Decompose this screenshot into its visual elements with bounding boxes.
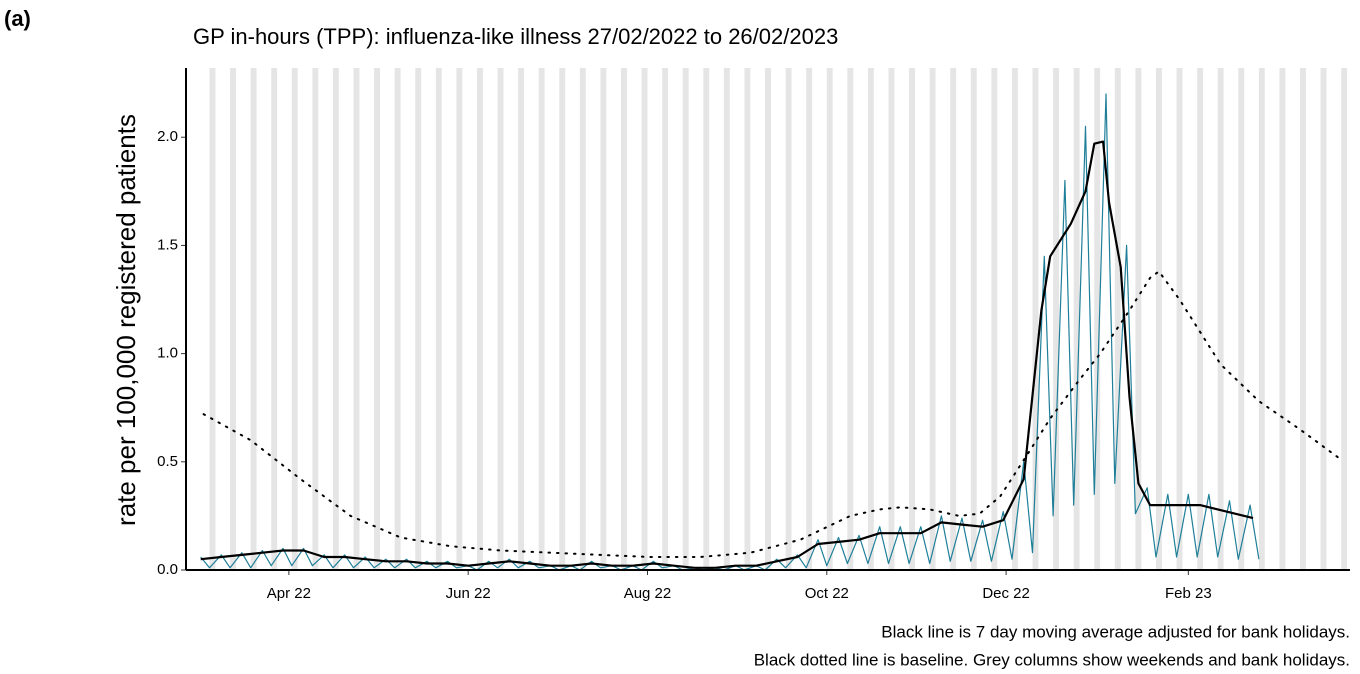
grey-column bbox=[929, 68, 936, 570]
grey-column bbox=[332, 68, 339, 570]
x-tick-label: Aug 22 bbox=[624, 585, 672, 602]
grey-column bbox=[1094, 68, 1101, 570]
grey-column bbox=[353, 68, 360, 570]
y-tick-label: 1.0 bbox=[157, 345, 178, 362]
grey-column bbox=[1176, 68, 1183, 570]
grey-column bbox=[641, 68, 648, 570]
grey-column bbox=[497, 68, 504, 570]
series-line bbox=[202, 270, 1340, 558]
grey-column bbox=[579, 68, 586, 570]
grey-column bbox=[1011, 68, 1018, 570]
grey-column bbox=[374, 68, 380, 570]
grey-column bbox=[209, 68, 216, 570]
grey-column bbox=[1156, 68, 1162, 570]
grey-column bbox=[662, 68, 669, 570]
grey-column bbox=[1032, 68, 1039, 570]
grey-column bbox=[250, 68, 257, 570]
x-tick-label: Jun 22 bbox=[446, 585, 491, 602]
grey-column bbox=[538, 68, 545, 570]
x-tick-label: Dec 22 bbox=[982, 585, 1030, 602]
grey-column bbox=[1258, 68, 1265, 570]
grey-column bbox=[1300, 68, 1306, 570]
grey-column bbox=[970, 68, 977, 570]
grey-column bbox=[559, 68, 566, 570]
grey-column bbox=[1279, 68, 1286, 570]
y-axis-label: rate per 100,000 registered patients bbox=[111, 114, 141, 526]
grey-column bbox=[1135, 68, 1142, 570]
grey-column bbox=[826, 68, 833, 570]
grey-column bbox=[1053, 68, 1059, 570]
grey-column bbox=[1114, 68, 1121, 570]
grey-column bbox=[230, 68, 236, 570]
y-tick-label: 0.5 bbox=[157, 453, 178, 470]
grey-column bbox=[1320, 68, 1327, 570]
y-tick-label: 2.0 bbox=[157, 128, 178, 145]
grey-column bbox=[312, 68, 319, 570]
grey-column bbox=[600, 68, 607, 570]
grey-column bbox=[888, 68, 895, 570]
grey-column bbox=[950, 68, 957, 570]
chart-title: GP in-hours (TPP): influenza-like illnes… bbox=[193, 24, 838, 49]
grey-column bbox=[435, 68, 442, 570]
grey-column bbox=[867, 68, 874, 570]
grey-column bbox=[1217, 68, 1224, 570]
grey-column bbox=[785, 68, 792, 570]
grey-column bbox=[847, 68, 854, 570]
grey-column bbox=[518, 68, 525, 570]
grey-column bbox=[765, 68, 771, 570]
grey-column bbox=[703, 68, 710, 570]
grey-column bbox=[1073, 68, 1080, 570]
grey-column bbox=[744, 68, 751, 570]
grey-column bbox=[394, 68, 401, 570]
grey-column bbox=[415, 68, 422, 570]
series-line bbox=[200, 93, 1260, 571]
note: Black dotted line is baseline. Grey colu… bbox=[754, 650, 1350, 669]
grey-column bbox=[723, 68, 730, 570]
grey-column bbox=[682, 68, 689, 570]
series-line bbox=[200, 140, 1254, 569]
grey-column bbox=[1238, 68, 1245, 570]
grey-column bbox=[1341, 68, 1348, 570]
grey-column bbox=[806, 68, 813, 570]
grey-column bbox=[291, 68, 298, 570]
panel-label: (a) bbox=[4, 6, 31, 31]
y-tick-label: 1.5 bbox=[157, 236, 178, 253]
grey-column bbox=[621, 68, 627, 570]
grey-column bbox=[477, 68, 483, 570]
grey-column bbox=[909, 68, 915, 570]
grey-column bbox=[271, 68, 278, 570]
grey-column bbox=[991, 68, 998, 570]
note: Black line is 7 day moving average adjus… bbox=[881, 622, 1350, 641]
grey-column bbox=[1197, 68, 1204, 570]
x-tick-label: Apr 22 bbox=[267, 585, 311, 602]
grey-column bbox=[456, 68, 463, 570]
x-tick-label: Feb 23 bbox=[1165, 585, 1212, 602]
x-tick-label: Oct 22 bbox=[805, 585, 849, 602]
y-tick-label: 0.0 bbox=[157, 561, 178, 578]
